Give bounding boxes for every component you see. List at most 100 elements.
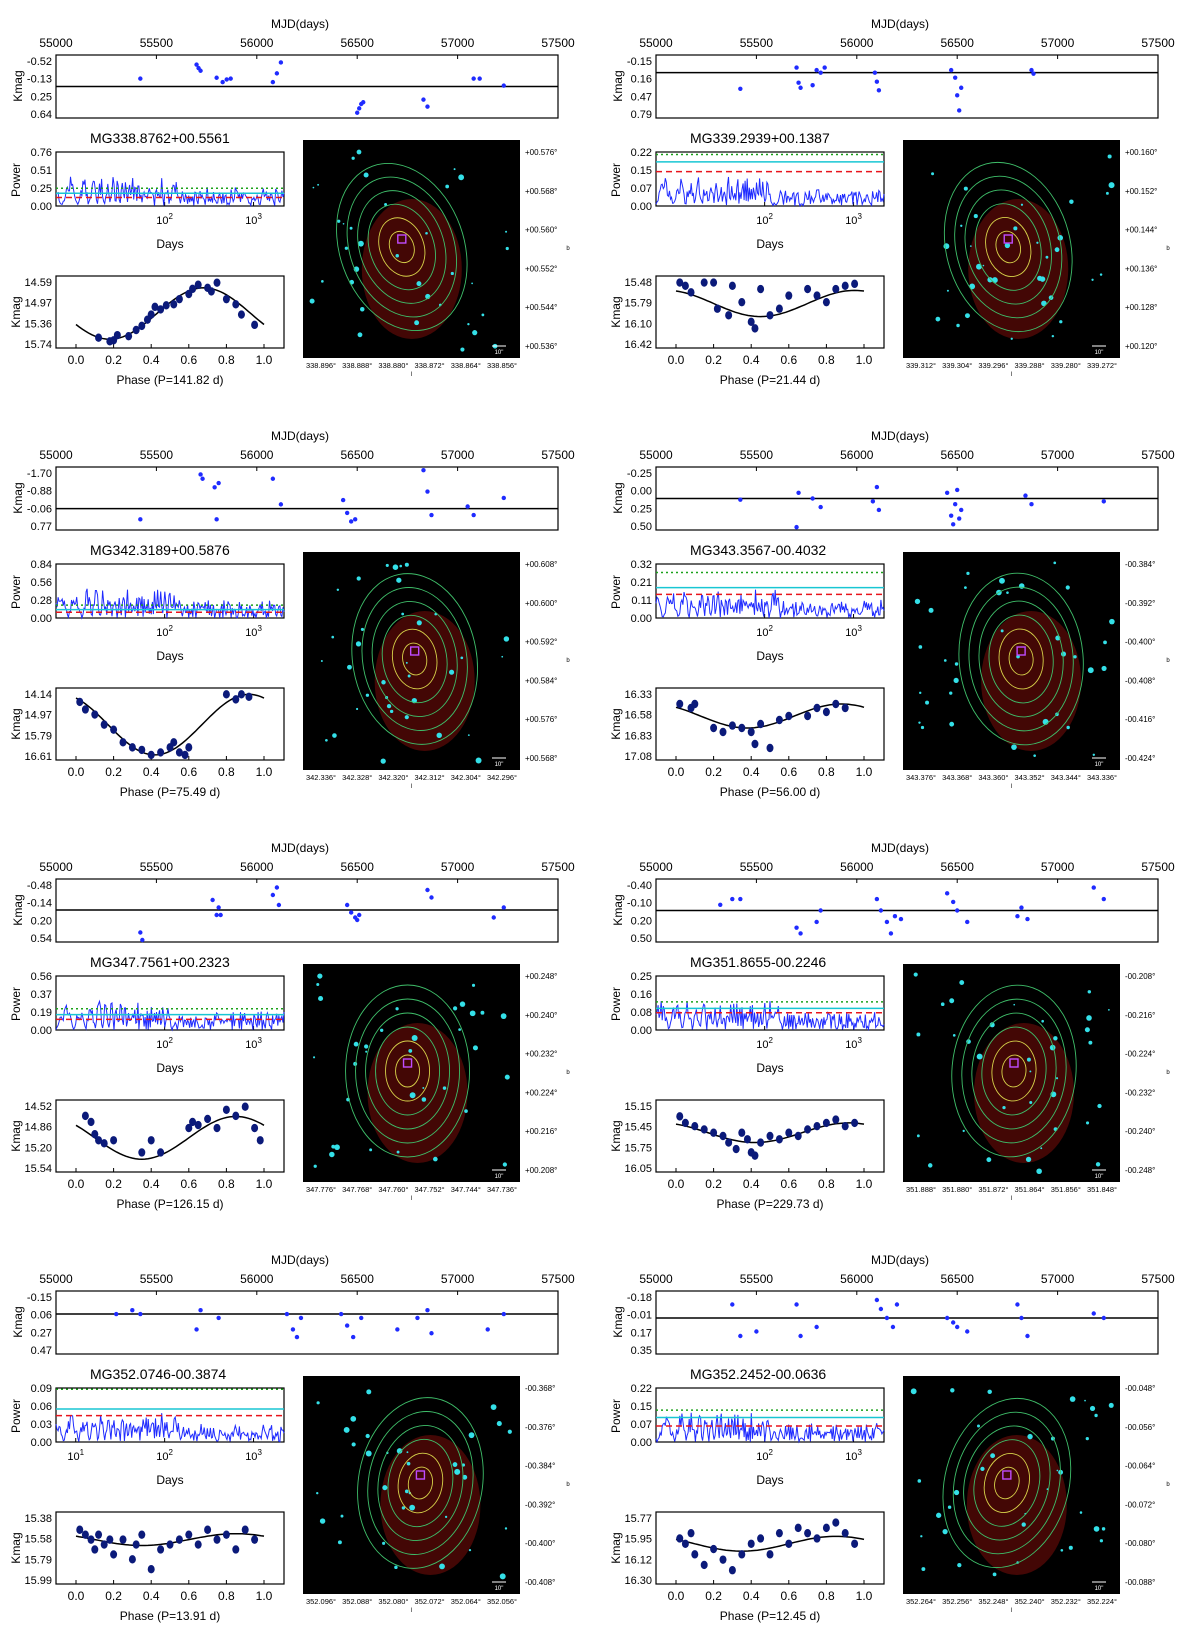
phase-kmag-tick-label: 16.83	[624, 730, 652, 742]
star	[321, 280, 324, 283]
phase-kmag-tick-label: 15.79	[24, 1554, 52, 1566]
star	[421, 1097, 427, 1102]
mjd-tick-label: 57000	[1041, 1272, 1075, 1286]
object-panel: MJD(days) 55000 55500 56000 56500 57000 57500 -…	[600, 1236, 1200, 1648]
mjd-point	[878, 1306, 884, 1312]
mjd-point	[425, 887, 430, 893]
phase-point	[700, 1560, 708, 1570]
contour	[983, 1453, 1030, 1513]
star	[987, 277, 993, 283]
days-axis-label: Days	[756, 1473, 783, 1487]
mjd-point	[429, 512, 434, 518]
phase-point	[775, 715, 783, 725]
phase-point	[851, 1118, 859, 1128]
mjd-point	[357, 912, 362, 918]
phase-point	[766, 311, 774, 320]
mjd-point	[965, 919, 970, 925]
image-b-tick-label: +00.544°	[525, 303, 557, 312]
phase-tick-label: 0.6	[180, 1177, 197, 1191]
phase-point	[222, 1530, 230, 1539]
mjd-axis-label: MJD(days)	[271, 17, 329, 31]
image-b-tick-label: +00.576°	[525, 148, 557, 157]
phase-point	[851, 279, 859, 289]
phase-kmag-tick-label: 16.30	[624, 1575, 652, 1587]
star	[316, 1491, 319, 1495]
image-b-tick-label: +00.216°	[525, 1127, 557, 1136]
mjd-point	[810, 496, 815, 501]
image-l-label: l	[411, 1608, 412, 1614]
phase-point	[147, 310, 155, 319]
phase-kmag-tick-label: 15.75	[624, 1142, 652, 1154]
star	[396, 1448, 403, 1454]
red-emission	[374, 611, 475, 751]
image-l-label: l	[411, 372, 412, 378]
phase-point	[794, 1523, 802, 1533]
star	[357, 332, 363, 338]
mjd-point	[138, 517, 143, 522]
image-b-tick-label: -00.408°	[525, 1578, 555, 1587]
star	[921, 1567, 926, 1572]
star	[953, 1489, 960, 1496]
mjd-tick-label: 55000	[39, 448, 73, 462]
star	[1046, 1488, 1049, 1491]
star	[959, 980, 965, 985]
mjd-tick-label: 55500	[740, 448, 774, 462]
periodogram: 0.22 0.15 0.07 0.00 Power 102 103 Days	[609, 147, 885, 251]
star	[365, 1433, 370, 1439]
phase-tick-label: 1.0	[856, 1177, 873, 1191]
phase-point	[775, 304, 783, 313]
phase-point	[676, 1534, 684, 1543]
mjd-point	[294, 1334, 300, 1340]
kmag-tick-label: -0.14	[27, 898, 52, 910]
star	[353, 1041, 359, 1047]
power-tick-label-x: 102	[156, 624, 173, 639]
power-tick-label: 0.00	[31, 1437, 52, 1449]
phase-tick-label: 0.6	[180, 353, 197, 367]
mjd-point	[198, 68, 203, 73]
phase-kmag-tick-label: 14.14	[24, 689, 52, 701]
mjd-point	[876, 507, 882, 513]
phase-tick-label: 0.8	[818, 1177, 835, 1191]
star	[444, 1515, 448, 1519]
phase-point	[132, 1540, 140, 1549]
phase-point	[95, 1136, 103, 1145]
star	[490, 1404, 497, 1410]
phase-point	[213, 1123, 221, 1133]
mjd-tick-label: 55500	[140, 860, 174, 874]
star	[999, 577, 1005, 584]
mjd-point	[814, 67, 819, 73]
image-b-tick-label: -00.088°	[1125, 1578, 1155, 1587]
star	[1065, 585, 1070, 590]
star	[342, 222, 345, 225]
star	[919, 691, 922, 695]
phase-tick-label: 0.2	[705, 1589, 722, 1603]
power-axis-label: Power	[9, 987, 23, 1021]
image-l-tick-label: 351.880°	[942, 1185, 972, 1194]
mjd-tick-label: 55000	[39, 36, 73, 50]
image-b-tick-label: +00.160°	[1125, 148, 1157, 157]
object-panel: MJD(days) 55000 55500 56000 56500 57000 57500 -…	[0, 1236, 600, 1648]
phase-point	[157, 748, 165, 757]
star	[1099, 1539, 1103, 1543]
mjd-tick-label: 56000	[840, 448, 874, 462]
star	[501, 655, 504, 658]
phase-tick-label: 0.0	[68, 1177, 85, 1191]
star	[468, 1432, 475, 1439]
mjd-tick-label: 57000	[1041, 860, 1075, 874]
star	[1013, 1003, 1016, 1006]
image-b-tick-label: -00.232°	[1125, 1088, 1155, 1097]
mjd-axis-label: MJD(days)	[871, 429, 929, 443]
phase-point	[181, 750, 189, 760]
star	[927, 1163, 933, 1168]
star	[1069, 199, 1074, 204]
star	[987, 1389, 992, 1395]
star	[459, 1001, 466, 1007]
star	[396, 577, 402, 583]
phase-point	[766, 1550, 774, 1559]
star	[406, 1461, 411, 1466]
star	[472, 1045, 478, 1051]
star	[389, 709, 394, 714]
mjd-point	[485, 1327, 490, 1332]
phase-point	[738, 1128, 746, 1137]
phase-kmag-tick-label: 15.79	[24, 730, 52, 742]
